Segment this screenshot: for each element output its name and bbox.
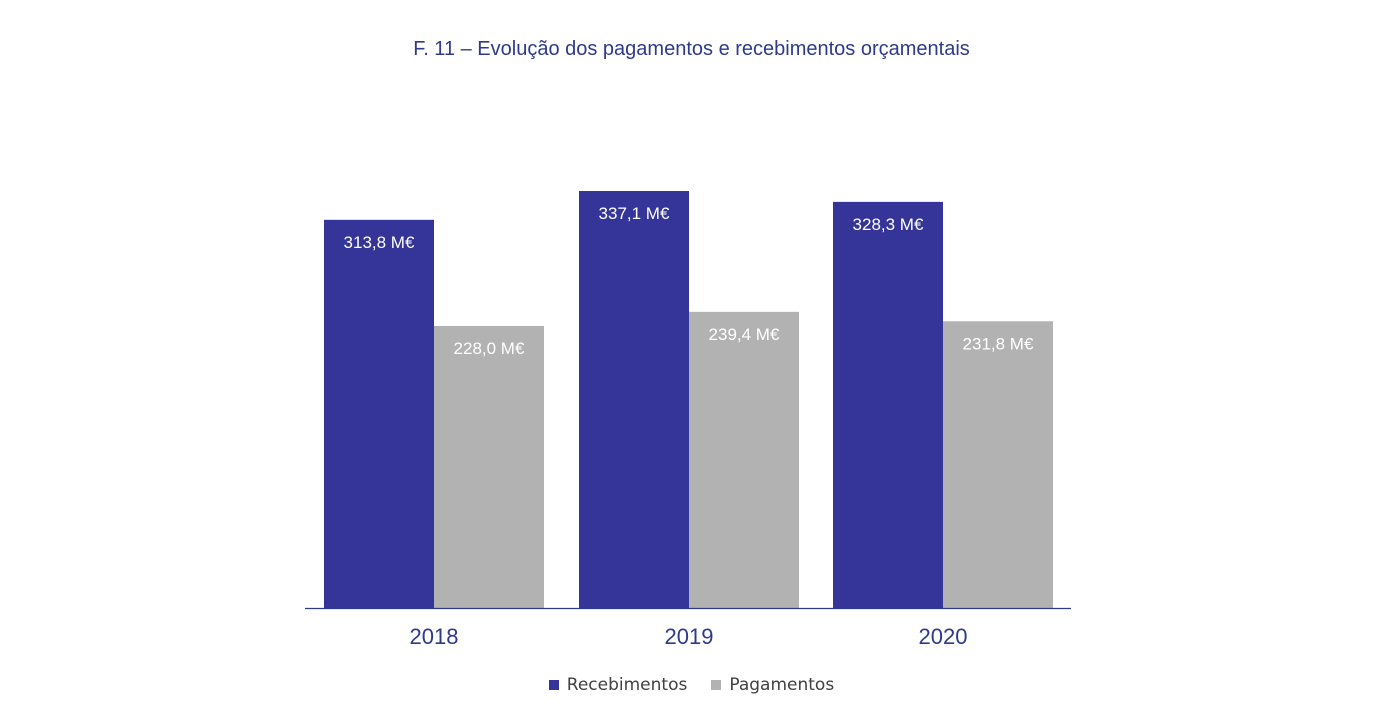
- x-tick-label-2018: 2018: [410, 624, 459, 649]
- bar-pagamentos-2019[interactable]: [689, 311, 799, 608]
- legend-swatch-pagamentos: [711, 680, 722, 690]
- data-label-pagamentos-2018: 228,0 M€: [454, 339, 525, 358]
- legend-swatch-recebimentos: [548, 680, 559, 690]
- data-label-pagamentos-2019: 239,4 M€: [709, 325, 780, 344]
- data-label-recebimentos-2018: 313,8 M€: [344, 233, 415, 252]
- bar-pagamentos-2020[interactable]: [943, 321, 1053, 608]
- legend-label-recebimentos: Recebimentos: [566, 675, 688, 695]
- legend-item-recebimentos[interactable]: Recebimentos: [548, 675, 688, 695]
- x-tick-label-2019: 2019: [665, 624, 714, 649]
- data-label-pagamentos-2020: 231,8 M€: [963, 334, 1034, 353]
- x-tick-label-2020: 2020: [919, 624, 968, 649]
- legend-label-pagamentos: Pagamentos: [729, 675, 835, 695]
- bar-pagamentos-2018[interactable]: [434, 325, 544, 608]
- bars-layer: [324, 191, 1053, 608]
- legend-item-pagamentos[interactable]: Pagamentos: [711, 675, 834, 695]
- bar-recebimentos-2018[interactable]: [324, 219, 434, 608]
- x-axis-ticks: 2018 2019 2020: [410, 624, 968, 649]
- chart-title: F. 11 – Evolução dos pagamentos e recebi…: [413, 38, 970, 60]
- bar-recebimentos-2020[interactable]: [833, 201, 943, 608]
- data-label-recebimentos-2020: 328,3 M€: [853, 215, 924, 234]
- bar-recebimentos-2019[interactable]: [579, 191, 689, 608]
- legend: Recebimentos Pagamentos: [0, 675, 1383, 695]
- bar-labels-layer: 313,8 M€ 228,0 M€ 337,1 M€ 239,4 M€ 328,3 M€…: [344, 204, 1034, 358]
- data-label-recebimentos-2019: 337,1 M€: [599, 204, 670, 223]
